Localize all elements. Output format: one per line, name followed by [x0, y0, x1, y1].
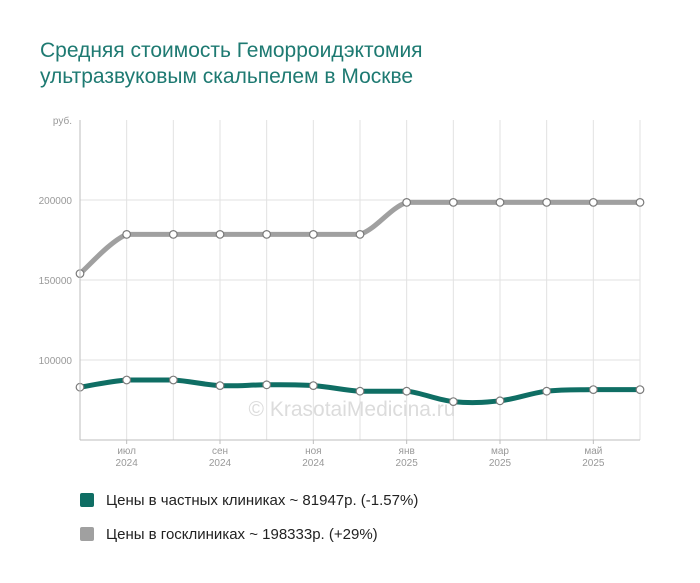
data-point-public [262, 229, 272, 239]
series-private [75, 375, 645, 407]
legend-label-private: Цены в частных клиниках ~ 81947р. (-1.57… [106, 491, 419, 509]
data-point-public [122, 229, 132, 239]
data-point-private [448, 397, 458, 407]
data-point-public [495, 197, 505, 207]
data-point-public [448, 197, 458, 207]
data-point-private [308, 381, 318, 391]
grid [79, 120, 641, 440]
x-tick-label-year: 2025 [396, 458, 419, 469]
x-tick-label-year: 2024 [209, 458, 232, 469]
data-point-public [168, 229, 178, 239]
x-tick-label-month: сен [212, 446, 228, 457]
data-point-private [588, 385, 598, 395]
x-tick-label-month: янв [399, 446, 415, 457]
x-tick-label-month: ноя [305, 446, 322, 457]
x-tick-label-year: 2024 [302, 458, 325, 469]
data-point-public [308, 229, 318, 239]
legend-label-public: Цены в госклиниках ~ 198333р. (+29%) [106, 525, 378, 543]
watermark: © KrasotaiMedicina.ru [249, 398, 456, 421]
legend-item-private[interactable]: Цены в частных клиниках ~ 81947р. (-1.57… [80, 490, 680, 510]
x-tick-label-month: май [584, 446, 602, 457]
data-point-private [635, 385, 645, 395]
data-point-private [122, 375, 132, 385]
y-tick-label: 100000 [39, 356, 73, 367]
x-tick-label-year: 2024 [116, 458, 139, 469]
data-point-public [355, 229, 365, 239]
data-point-public [635, 197, 645, 207]
y-unit-label: руб. [53, 115, 72, 127]
axes: 100000150000200000руб.июл2024сен2024ноя2… [39, 115, 640, 469]
legend-swatch-public [80, 527, 94, 541]
data-point-public [402, 197, 412, 207]
line-chart: © KrasotaiMedicina.ru 100000 150000 200000… [39, 115, 645, 469]
data-point-private [542, 386, 552, 396]
x-tick-label-month: июл [117, 446, 136, 457]
data-point-private [402, 386, 412, 396]
data-point-public [542, 197, 552, 207]
data-point-private [355, 386, 365, 396]
y-tick-label: 150000 [39, 276, 73, 287]
chart-title: Средняя стоимость Геморроидэктомия ультр… [40, 38, 680, 90]
legend-swatch-private [80, 493, 94, 507]
chart-title-line-1: Средняя стоимость Геморроидэктомия [40, 39, 423, 62]
y-tick-label: 200000 [39, 196, 73, 207]
x-tick-label-year: 2025 [582, 458, 605, 469]
data-point-private [168, 375, 178, 385]
data-point-private [262, 380, 272, 390]
data-point-public [215, 229, 225, 239]
legend-item-public[interactable]: Цены в госклиниках ~ 198333р. (+29%) [80, 524, 680, 544]
data-point-private [495, 396, 505, 406]
x-tick-label-month: мар [491, 446, 509, 457]
chart-title-line-2: ультразвуковым скальпелем в Москве [40, 65, 414, 88]
data-point-public [588, 197, 598, 207]
x-tick-label-year: 2025 [489, 458, 512, 469]
data-point-private [215, 381, 225, 391]
